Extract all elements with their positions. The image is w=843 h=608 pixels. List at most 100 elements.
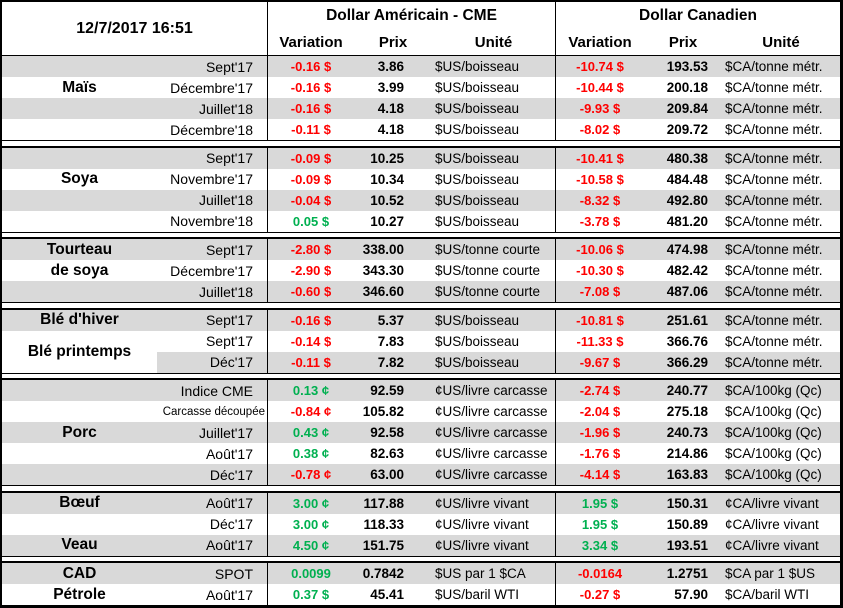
table-body: Maïs Sept'17 -0.16 $3.86 $US/boisseau -10.74…: [2, 56, 840, 605]
us-unit-cell: ¢US/livre vivant: [432, 492, 555, 514]
ca-price-cell: 163.83: [644, 464, 722, 485]
ca-price-cell: 150.89: [666, 516, 708, 532]
category-label: Soya: [60, 170, 99, 187]
contract-cell: Juillet'18: [157, 189, 267, 211]
ca-unit-cell: $CA/tonne métr.: [722, 351, 840, 373]
section-porc: Porc Indice CME 0.13 ¢ 92.59 ¢US/livre carca…: [2, 378, 840, 486]
ca-unit-cell: $CA/100kg (Qc): [722, 464, 840, 485]
us-variation-cell: -0.84 ¢: [267, 401, 354, 422]
us-variation-cell: -0.04 $: [267, 189, 354, 211]
us-unit-cell: $US par 1 $CA: [432, 563, 555, 584]
us-price-cell: 10.52: [354, 189, 432, 211]
contract-cell: Juillet'17: [157, 422, 267, 443]
us-variation-cell: 3.00 ¢: [267, 492, 354, 514]
category-label-empty: [2, 56, 157, 77]
us-unit-cell: $US/boisseau: [435, 213, 520, 229]
ca-variation-cell: -8.02 $: [555, 119, 644, 140]
us-variation-column-header: Variation: [267, 29, 354, 55]
ca-variation-cell: -0.0164: [555, 563, 644, 584]
ca-unit-cell: ¢CA/livre vivant: [725, 516, 819, 532]
ca-price-cell: 209.84: [644, 98, 722, 119]
ca-price-cell: 251.61: [644, 309, 722, 331]
section-separator: [2, 373, 840, 378]
section-soya: Soya Sept'17 -0.09 $10.25 $US/boisseau -10.4…: [2, 145, 840, 233]
us-variation-cell: -0.11 $: [267, 119, 354, 140]
ca-unit-cell: $CA/tonne métr.: [725, 263, 823, 278]
category-label-empty: [2, 211, 157, 232]
us-unit-cell: ¢US/livre vivant: [432, 534, 555, 556]
ca-variation-cell: -10.30 $: [555, 260, 644, 281]
ca-price-cell: 200.18: [666, 80, 708, 95]
ca-unit-cell: $CA/tonne métr.: [725, 213, 823, 229]
us-unit-cell: ¢US/livre carcasse: [435, 404, 548, 419]
contract-cell: Novembre'18: [170, 213, 253, 229]
ca-unit-cell: $CA par 1 $US: [722, 563, 840, 584]
us-variation-cell: -0.14 $: [267, 330, 354, 352]
ca-unit-cell: $CA/tonne métr.: [722, 189, 840, 211]
ca-variation-cell: -11.33 $: [555, 330, 644, 352]
section-separator: [2, 141, 840, 146]
us-price-cell: 346.60: [354, 281, 432, 302]
us-variation-cell: -0.16 $: [267, 56, 354, 77]
us-unit-cell: ¢US/livre carcasse: [432, 422, 555, 443]
us-price-cell: 3.99: [377, 80, 404, 95]
ca-price-cell: 193.51: [644, 534, 722, 556]
ca-variation-cell: -2.74 $: [555, 380, 644, 401]
contract-cell: Novembre'17: [170, 171, 253, 187]
us-price-cell: 10.27: [370, 213, 404, 229]
us-price-cell: 10.34: [370, 171, 404, 187]
contract-cell: Août'17: [205, 586, 253, 603]
us-unit-cell: $US/tonne courte: [432, 239, 555, 260]
contract-cell: Sept'17: [157, 147, 267, 169]
ca-variation-cell: -4.14 $: [555, 464, 644, 485]
ca-price-cell: 484.48: [666, 171, 708, 187]
ca-variation-cell: -7.08 $: [555, 281, 644, 302]
section-separator: [2, 556, 840, 561]
contract-cell: Déc'17: [157, 351, 267, 373]
us-price-cell: 4.18: [377, 122, 404, 137]
ca-unit-cell: $CA/tonne métr.: [722, 147, 840, 169]
contract-cell: Sept'17: [205, 333, 253, 349]
us-variation-cell: -0.11 $: [267, 351, 354, 373]
timestamp: 12/7/2017 16:51: [76, 19, 193, 37]
ca-prix-column-header: Prix: [668, 33, 698, 51]
section-tourteau-de-soya: Tourteau de soya Sept'17 -2.80 $338.00 $US/t…: [2, 237, 840, 303]
ca-price-cell: 480.38: [644, 147, 722, 169]
ca-dollar-group-header: Dollar Canadien: [555, 2, 840, 29]
us-price-cell: 3.86: [354, 56, 432, 77]
ca-variation-cell: -10.41 $: [555, 147, 644, 169]
ca-price-cell: 366.29: [644, 351, 722, 373]
us-variation-cell: -0.78 ¢: [267, 464, 354, 485]
ca-variation-cell: -2.04 $: [555, 401, 644, 422]
section-cad-petrole: CAD Pétrole SPOT 0.0099 0.7842 $US par 1 $CA -…: [2, 561, 840, 605]
us-price-cell: 7.83: [377, 333, 404, 349]
us-price-cell: 0.7842: [354, 563, 432, 584]
ca-variation-cell: -9.93 $: [555, 98, 644, 119]
category-label: Pétrole: [53, 585, 106, 603]
us-unit-cell: $US/boisseau: [435, 171, 520, 187]
section-boeuf-veau: Bœuf Veau Août'17 3.00 ¢ 117.88 ¢US/livre viv…: [2, 490, 840, 557]
us-variation-cell: 0.37 $: [267, 584, 354, 605]
ca-unit-cell: $CA/100kg (Qc): [725, 404, 822, 419]
contract-cell: Déc'17: [157, 464, 267, 485]
us-variation-cell: 0.38 ¢: [267, 443, 354, 464]
us-price-cell: 45.41: [370, 587, 404, 602]
ca-price-cell: 193.53: [644, 56, 722, 77]
ca-unit-cell: $CA/100kg (Qc): [722, 422, 840, 443]
ca-price-cell: 482.42: [666, 263, 708, 278]
contract-cell: Juillet'18: [157, 281, 267, 302]
ca-variation-cell: -10.44 $: [555, 77, 644, 98]
category-label-empty: [2, 514, 157, 535]
us-unit-cell: $US/boisseau: [432, 147, 555, 169]
ca-price-cell: 366.76: [666, 333, 708, 349]
us-price-cell: 82.63: [370, 446, 404, 461]
ca-unit-cell: $CA/tonne métr.: [722, 239, 840, 260]
ca-price-cell: 209.72: [666, 122, 708, 137]
ca-price-cell: 492.80: [644, 189, 722, 211]
section-mais: Maïs Sept'17 -0.16 $3.86 $US/boisseau -10.74…: [2, 56, 840, 141]
ca-price-cell: 240.73: [644, 422, 722, 443]
contract-cell: Sept'17: [157, 56, 267, 77]
us-variation-cell: -2.90 $: [267, 260, 354, 281]
contract-cell: Indice CME: [157, 380, 267, 401]
us-variation-cell: 0.43 ¢: [267, 422, 354, 443]
